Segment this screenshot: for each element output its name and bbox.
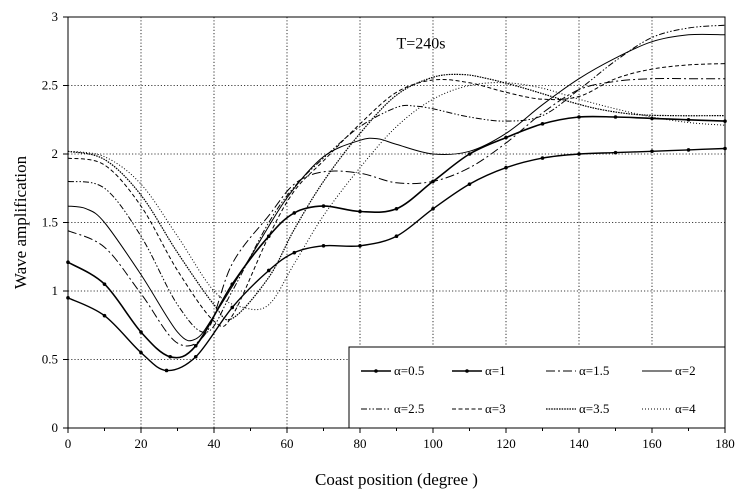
series-point-1 bbox=[139, 350, 143, 355]
series-point-2 bbox=[139, 330, 143, 334]
series-point-2 bbox=[266, 234, 271, 238]
series-point-2 bbox=[650, 116, 654, 121]
series-point-1 bbox=[540, 156, 545, 160]
series-point-1 bbox=[686, 148, 691, 152]
legend-label-2: α=1 bbox=[485, 363, 506, 378]
series-point-2 bbox=[504, 135, 508, 140]
x-tick-label: 0 bbox=[65, 436, 72, 451]
x-tick-label: 100 bbox=[423, 436, 443, 451]
legend-label-4: α=2 bbox=[675, 363, 696, 378]
series-line-5 bbox=[67, 24, 726, 333]
series-point-2 bbox=[540, 122, 545, 126]
ticks: 0 20 40 60 80 100 120 140 160 180 0 0.5 1 1.5 2 2.5 3 bbox=[42, 9, 735, 451]
series-line-8 bbox=[67, 82, 726, 311]
y-tick-label: 1.5 bbox=[42, 215, 58, 230]
series-point-1 bbox=[358, 243, 362, 248]
series-point-1 bbox=[164, 368, 169, 373]
series-point-1 bbox=[650, 149, 654, 154]
legend-marker-2 bbox=[465, 369, 469, 373]
x-tick-label: 40 bbox=[208, 436, 221, 451]
y-tick-label: 2.5 bbox=[42, 78, 58, 93]
series-point-2 bbox=[321, 204, 326, 208]
y-tick-label: 0 bbox=[52, 420, 59, 435]
series-point-2 bbox=[467, 152, 472, 156]
series-line-1 bbox=[67, 147, 726, 372]
y-tick-label: 0.5 bbox=[42, 352, 58, 367]
x-tick-label: 140 bbox=[569, 436, 589, 451]
series-point-1 bbox=[577, 152, 581, 156]
series-point-2 bbox=[613, 115, 618, 119]
series-point-1 bbox=[266, 268, 271, 273]
series-point-1 bbox=[394, 234, 399, 238]
x-tick-label: 20 bbox=[135, 436, 148, 451]
series-line-7 bbox=[67, 73, 726, 321]
legend-label-5: α=2.5 bbox=[394, 401, 424, 416]
legend-label-8: α=4 bbox=[675, 401, 696, 416]
series-point-1 bbox=[467, 182, 472, 186]
series-point-2 bbox=[686, 117, 691, 122]
legend-label-3: α=1.5 bbox=[579, 363, 609, 378]
series-line-3 bbox=[67, 77, 725, 347]
y-axis-title: Wave amplification bbox=[11, 155, 30, 289]
x-tick-label: 60 bbox=[281, 436, 294, 451]
series-point-2 bbox=[292, 211, 297, 215]
series-point-1 bbox=[193, 354, 198, 359]
series-point-2 bbox=[577, 115, 581, 119]
y-tick-label: 1 bbox=[52, 283, 59, 298]
series-group bbox=[66, 24, 727, 373]
series-point-2 bbox=[358, 209, 362, 214]
y-tick-label: 2 bbox=[52, 146, 59, 161]
series-point-1 bbox=[613, 150, 618, 155]
series-point-1 bbox=[431, 207, 435, 211]
x-tick-label: 120 bbox=[496, 436, 516, 451]
x-tick-label: 160 bbox=[642, 436, 662, 451]
legend-label-6: α=3 bbox=[485, 401, 506, 416]
x-tick-label: 80 bbox=[354, 436, 367, 451]
series-line-2 bbox=[67, 115, 726, 359]
legend-label-1: α=0.5 bbox=[394, 363, 424, 378]
legend: α=0.5 α=1 α=1.5 α=2 α=2.5 α=3 α=3.5 α=4 bbox=[348, 346, 726, 429]
legend-box bbox=[348, 346, 726, 429]
y-tick-label: 3 bbox=[52, 9, 59, 24]
series-point-1 bbox=[102, 313, 107, 318]
x-axis-title: Coast position (degree ) bbox=[315, 470, 478, 489]
series-point-2 bbox=[168, 354, 172, 359]
series-point-2 bbox=[394, 207, 399, 211]
series-line-6 bbox=[67, 63, 726, 328]
x-tick-label: 180 bbox=[715, 436, 735, 451]
series-point-1 bbox=[292, 250, 297, 255]
legend-marker-1 bbox=[374, 369, 378, 373]
series-line-4 bbox=[67, 33, 726, 342]
series-point-1 bbox=[504, 165, 508, 170]
series-point-1 bbox=[230, 305, 235, 310]
series-point-2 bbox=[193, 344, 198, 348]
chart-annotation: T=240s bbox=[397, 36, 446, 53]
series-point-1 bbox=[321, 243, 326, 248]
series-point-2 bbox=[102, 282, 107, 286]
legend-label-7: α=3.5 bbox=[579, 401, 609, 416]
